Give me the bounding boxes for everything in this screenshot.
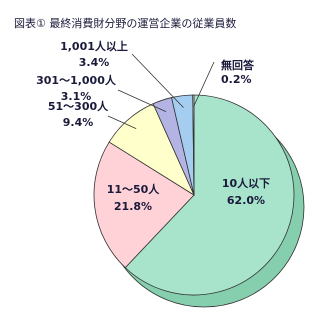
slice-value-label: 3.1% xyxy=(61,90,92,103)
pie-slice xyxy=(93,141,195,269)
slice-label: 1,001人以上 xyxy=(60,39,128,53)
leader-line xyxy=(131,53,184,108)
pie-slice xyxy=(192,94,195,196)
leader-line xyxy=(193,61,215,108)
chart-title: 図表① 最終消費財分野の運営企業の従業員数 xyxy=(14,16,236,30)
slice-label: 301～1,000人 xyxy=(36,73,117,87)
slice-label: 10人以下 xyxy=(222,176,270,190)
slice-label: 51～300人 xyxy=(48,99,109,113)
slice-label: 無回答 xyxy=(221,58,255,72)
pie-slice xyxy=(124,94,295,296)
slice-value-label: 62.0% xyxy=(227,194,265,207)
slice-value-label: 0.2% xyxy=(221,73,252,86)
slice-label: 11～50人 xyxy=(107,182,161,196)
leader-line xyxy=(107,115,137,130)
leader-line xyxy=(117,89,167,112)
slice-value-label: 3.4% xyxy=(79,56,110,69)
slice-value-label: 9.4% xyxy=(63,116,94,129)
slice-value-label: 21.8% xyxy=(114,200,152,213)
